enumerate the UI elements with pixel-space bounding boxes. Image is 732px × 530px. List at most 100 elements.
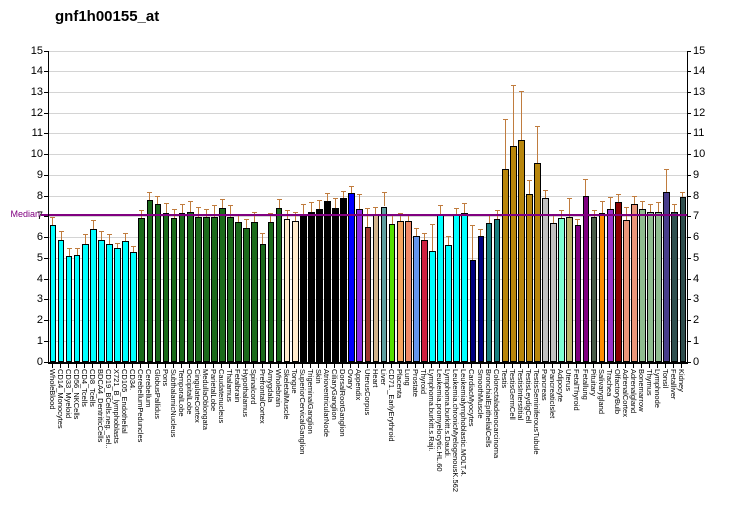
bar-WholeBlood [49,225,57,362]
error-bar-stem [512,85,514,147]
error-bar-cap [66,247,72,249]
error-bar-cap [526,179,532,181]
error-bar-cap [543,189,549,191]
ytick-label-right-11: 11 [693,127,705,140]
error-bar-stem [92,219,94,230]
error-bar-cap [115,242,121,244]
error-bar-stem [617,194,619,203]
xlabel-Placenta: Placenta [394,369,404,399]
bar-Fetallung [582,196,590,362]
ytick-right-10 [687,154,691,156]
error-bar-cap [413,228,419,230]
error-bar-stem [359,194,361,209]
bar-Caudatenucleus [219,207,226,362]
xtick-GlobusPallidus [156,364,158,368]
error-bar-cap [123,233,129,235]
ytick-right-13 [687,91,691,93]
xlabel-CiliaryGanglion: CiliaryGanglion [330,369,340,420]
xtick-Fetalbrain [237,364,239,368]
bar-Cerebellum [146,200,154,362]
error-bar-stem [318,200,320,209]
xlabel-Thalamus: Thalamus [225,369,235,402]
error-bar-stem [133,245,135,253]
xlabel-AtrioventricularNode: AtrioventricularNode [322,369,332,437]
error-bar-stem [536,125,538,163]
ytick-right-0 [687,361,691,363]
ytick-right-2 [687,320,691,322]
error-bar-cap [559,209,565,211]
error-bar-cap [211,205,217,207]
bar-CD4_Tcells [81,243,89,362]
error-bar-cap [478,229,484,231]
xlabel-Thyroid: Thyroid [419,369,429,395]
ytick-right-8 [687,195,691,197]
error-bar-cap [656,202,662,204]
xlabel-CardiacMyocytes: CardiacMyocytes [467,369,477,427]
xtick-Thalamus [229,364,231,368]
error-bar-stem [165,203,167,213]
bar-SubthalamicNucleus [170,217,178,362]
xtick-BronchialEpithelialCells [487,364,489,368]
xlabel-Amygdala: Amygdala [265,369,275,403]
error-bar-cap [639,201,645,203]
bar-Trachea [606,208,614,362]
xtick-Ovary [350,364,352,368]
xtick-Lung [406,364,408,368]
xlabel-UterusCorpus: UterusCorpus [362,369,372,416]
bar-CD34. [130,252,138,362]
error-bar-stem [52,216,54,226]
error-bar-stem [343,190,345,199]
xtick-OccipitalLobe [188,364,190,368]
xlabel-Salivarygland: Salivarygland [596,369,606,415]
xtick-SmoothMuscle [479,364,481,368]
bar-Hypothalamus [243,228,251,362]
error-bar-cap [228,205,234,207]
error-bar-stem [149,191,151,201]
bar-TemporalLobe [178,212,186,362]
error-bar-cap [502,119,508,121]
xtick-UterusCorpus [366,364,368,368]
error-bar-cap [179,204,185,206]
error-bar-cap [615,194,621,196]
bar-Leukemia.promyelocytic.HL.60 [437,213,444,362]
xlabel-BDCA4_DentriticCells: BDCA4_DentriticCells [95,369,105,443]
error-bar-stem [658,202,660,212]
xlabel-TestisLeydigCell: TestisLeydigCell [524,369,534,424]
xtick-Fetalliver [673,364,675,368]
error-bar-cap [333,198,339,200]
ytick-left-2 [44,320,48,322]
xtick-Leukemia.promyelocytic.HL.60 [439,364,441,368]
xtick-CerebellumPeduncles [140,364,142,368]
error-bar-cap [82,234,88,236]
ytick-right-7 [687,216,691,218]
xlabel-TestisInterstitial: TestisInterstitial [515,369,525,421]
xtick-SubthalamicNucleus [172,364,174,368]
error-bar-cap [583,178,589,180]
xtick-CD34. [132,364,134,368]
error-bar-stem [561,209,563,218]
error-bar-cap [534,125,540,127]
error-bar-cap [325,193,331,195]
xtick-OlfactoryBulb [616,364,618,368]
ytick-label-left-4: 4 [36,272,43,285]
bar-AdrenalCortex [622,219,630,362]
error-bar-stem [205,208,207,217]
xlabel-BronchialEpithelialCells: BronchialEpithelialCells [483,369,493,448]
bar-CardiacMyocytes [469,260,477,362]
error-bar-stem [141,209,143,218]
error-bar-cap [454,207,460,209]
xlabel-Skin: Skin [314,369,324,384]
xtick-Wholebrain [277,364,279,368]
error-bar-stem [383,191,385,207]
error-bar-stem [310,202,312,212]
ytick-label-right-13: 13 [693,85,706,98]
xtick-Salivarygland [600,364,602,368]
error-bar-stem [464,203,466,213]
error-bar-cap [421,233,427,235]
bar-Liver [380,206,388,362]
xtick-PancreaticIslet [552,364,554,368]
xlabel-CD33_Myeloid: CD33_Myeloid [63,369,73,419]
ytick-label-right-6: 6 [693,231,700,244]
bar-CerebellumPeduncles [138,217,146,362]
xtick-Pons [164,364,166,368]
